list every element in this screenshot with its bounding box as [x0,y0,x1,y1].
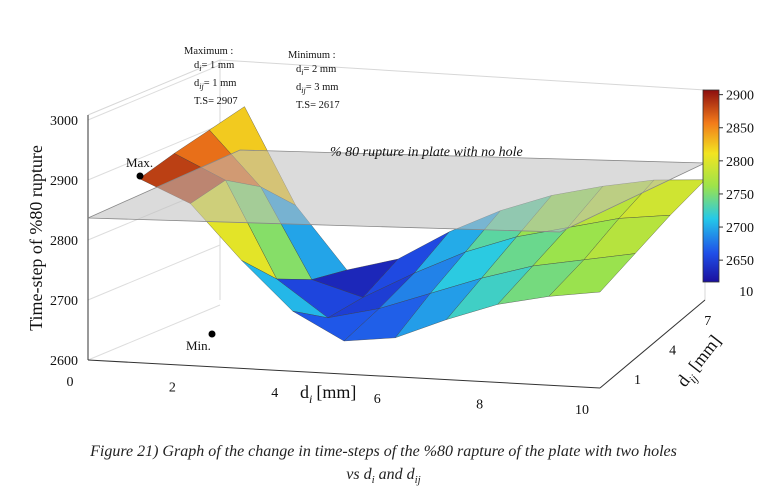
y-tick-label: 10 [739,285,753,300]
reference-plane: % 80 rupture in plate with no hole [87,145,706,233]
surface-cell [548,253,636,297]
z-tick-label: 2700 [50,294,78,309]
z-tick-label: 2900 [50,174,78,189]
svg-text:dij= 3 mm: dij= 3 mm [296,82,338,95]
z-tick-label: 2800 [50,234,78,249]
y-tick-label: 7 [704,314,711,329]
svg-text:T.S= 2907: T.S= 2907 [194,96,238,107]
x-tick-label: 8 [476,397,483,412]
y-tick-labels: 1 4 7 10 [634,285,753,388]
svg-text:Maximum :: Maximum : [184,46,233,57]
z-gridline [87,304,221,361]
colorbar-tick-label: 2750 [726,188,754,203]
z-tick-label: 2600 [50,354,78,369]
x-tick-label: 4 [271,386,278,401]
z-gridlines [87,64,221,361]
y-tick-label: 4 [669,344,676,359]
reference-plane-label: % 80 rupture in plate with no hole [330,145,523,160]
colorbar-tick-label: 2700 [726,221,754,236]
x-axis-label: di [mm] [300,382,356,406]
x-tick-label: 6 [374,392,381,407]
z-tick-labels: 2600 2700 2800 2900 3000 [50,114,78,369]
colorbar [702,89,720,283]
maximum-annotation: Maximum : di= 1 mm dij= 1 mm T.S= 2907 [184,46,238,107]
z-gridline [87,64,221,121]
svg-text:dij= 1 mm: dij= 1 mm [194,78,236,91]
surface-plot: % 80 rupture in plate with no hole 0 2 4 6 8… [26,46,754,418]
x-tick-label: 2 [169,381,176,396]
z-gridline [87,124,221,181]
colorbar-tick-label: 2800 [726,155,754,170]
x-tick-label: 0 [67,375,74,390]
y-axis-label: dij[mm] [672,331,728,393]
z-gridline [87,244,221,301]
caption-line-2: vs di and dij [346,466,421,487]
min-marker-label: Min. [186,338,211,353]
svg-text:Minimum :: Minimum : [288,50,336,61]
z-axis-label: Time-step of %80 rupture [26,145,46,331]
max-marker [136,172,144,180]
svg-text:di= 2 mm: di= 2 mm [296,64,336,77]
svg-text:T.S= 2617: T.S= 2617 [296,100,340,111]
x-tick-label: 10 [575,403,589,418]
svg-text:di= 1 mm: di= 1 mm [194,60,234,73]
max-marker-label: Max. [126,155,153,170]
z-tick-label: 3000 [50,114,78,129]
figure-caption: Figure 21) Graph of the change in time-s… [0,440,767,492]
colorbar-tick-labels: 2650 2700 2750 2800 2850 2900 [719,89,754,269]
min-marker [208,330,216,338]
caption-line-1: Figure 21) Graph of the change in time-s… [90,443,677,460]
x-tick-labels: 0 2 4 6 8 10 [67,375,590,418]
minimum-annotation: Minimum : di= 2 mm dij= 3 mm T.S= 2617 [288,50,340,111]
colorbar-tick-label: 2850 [726,122,754,137]
colorbar-tick-label: 2900 [726,89,754,104]
colorbar-tick-label: 2650 [726,254,754,269]
floor-axes [87,115,706,389]
y-tick-label: 1 [634,373,641,388]
